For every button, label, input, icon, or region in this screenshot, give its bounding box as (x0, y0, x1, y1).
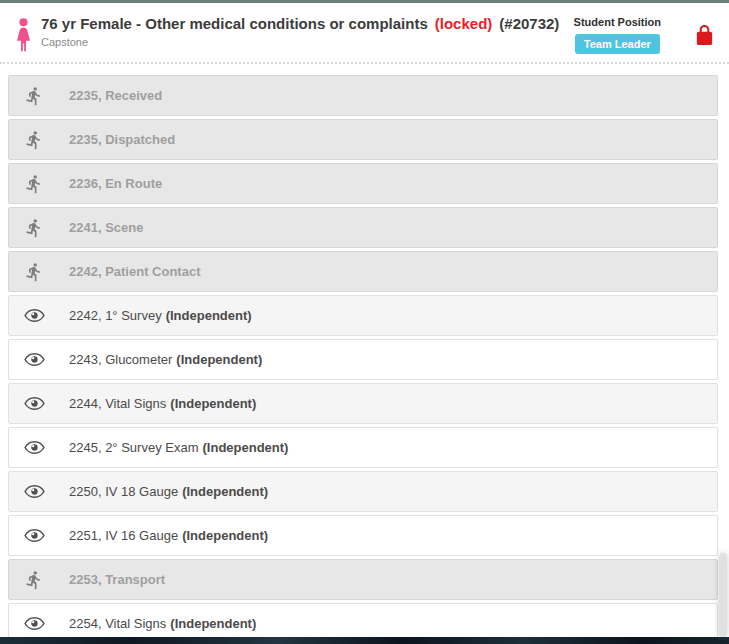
background-band (0, 637, 729, 644)
header-right: Student Position Team Leader (574, 15, 716, 54)
row-label: 2236, En Route (69, 176, 166, 191)
eye-icon (23, 352, 45, 367)
row-label: 2244, Vital Signs(Independent) (69, 396, 256, 411)
row-2241-scene: 2241, Scene (8, 207, 718, 248)
scenario-header: 76 yr Female - Other medical conditions … (0, 3, 729, 62)
row-label: 2245, 2° Survey Exam(Independent) (69, 440, 288, 455)
row-2251-iv-16-gauge[interactable]: 2251, IV 16 Gauge(Independent) (8, 515, 718, 556)
row-label: 2242, 1° Survey(Independent) (69, 308, 252, 323)
row-label: 2235, Received (69, 88, 166, 103)
row-label: 2251, IV 16 Gauge(Independent) (69, 528, 268, 543)
row-label: 2250, IV 18 Gauge(Independent) (69, 484, 268, 499)
runner-icon (23, 570, 45, 590)
eye-icon (23, 616, 45, 631)
scenario-panel: 76 yr Female - Other medical conditions … (0, 0, 729, 644)
eye-icon (23, 308, 45, 323)
lock-icon (693, 22, 716, 53)
row-2235-dispatched: 2235, Dispatched (8, 119, 718, 160)
case-id: (#20732) (499, 15, 559, 32)
row-label: 2243, Glucometer(Independent) (69, 352, 262, 367)
scenario-title: 76 yr Female - Other medical conditions … (41, 15, 428, 32)
row-2242-patient-contact: 2242, Patient Contact (8, 251, 718, 292)
row-2242-primary-survey[interactable]: 2242, 1° Survey(Independent) (8, 295, 718, 336)
student-position: Student Position Team Leader (574, 16, 661, 54)
row-2244-vital-signs[interactable]: 2244, Vital Signs(Independent) (8, 383, 718, 424)
runner-icon (23, 86, 45, 106)
locked-label: (locked) (435, 15, 493, 32)
scenario-subtitle: Capstone (41, 36, 559, 48)
eye-icon (23, 396, 45, 411)
runner-icon (23, 130, 45, 150)
patient-summary: 76 yr Female - Other medical conditions … (14, 15, 559, 57)
row-2243-glucometer[interactable]: 2243, Glucometer(Independent) (8, 339, 718, 380)
row-2245-secondary-survey-exam[interactable]: 2245, 2° Survey Exam(Independent) (8, 427, 718, 468)
row-label: 2242, Patient Contact (69, 264, 205, 279)
eye-icon (23, 484, 45, 499)
runner-icon (23, 218, 45, 238)
row-2235-received: 2235, Received (8, 75, 718, 116)
female-patient-icon (14, 17, 33, 57)
scrollbar-thumb[interactable] (719, 553, 727, 637)
row-label: 2235, Dispatched (69, 132, 179, 147)
row-label: 2254, Vital Signs(Independent) (69, 616, 256, 631)
runner-icon (23, 262, 45, 282)
student-position-label: Student Position (574, 16, 661, 28)
title-block: 76 yr Female - Other medical conditions … (41, 15, 559, 48)
row-2236-en-route: 2236, En Route (8, 163, 718, 204)
row-2253-transport: 2253, Transport (8, 559, 718, 600)
team-leader-badge[interactable]: Team Leader (575, 34, 660, 54)
runner-icon (23, 174, 45, 194)
timeline-list: 2235, Received 2235, Dispatched 2236, En… (0, 64, 729, 644)
eye-icon (23, 528, 45, 543)
row-label: 2253, Transport (69, 572, 169, 587)
row-2250-iv-18-gauge[interactable]: 2250, IV 18 Gauge(Independent) (8, 471, 718, 512)
eye-icon (23, 440, 45, 455)
row-label: 2241, Scene (69, 220, 147, 235)
